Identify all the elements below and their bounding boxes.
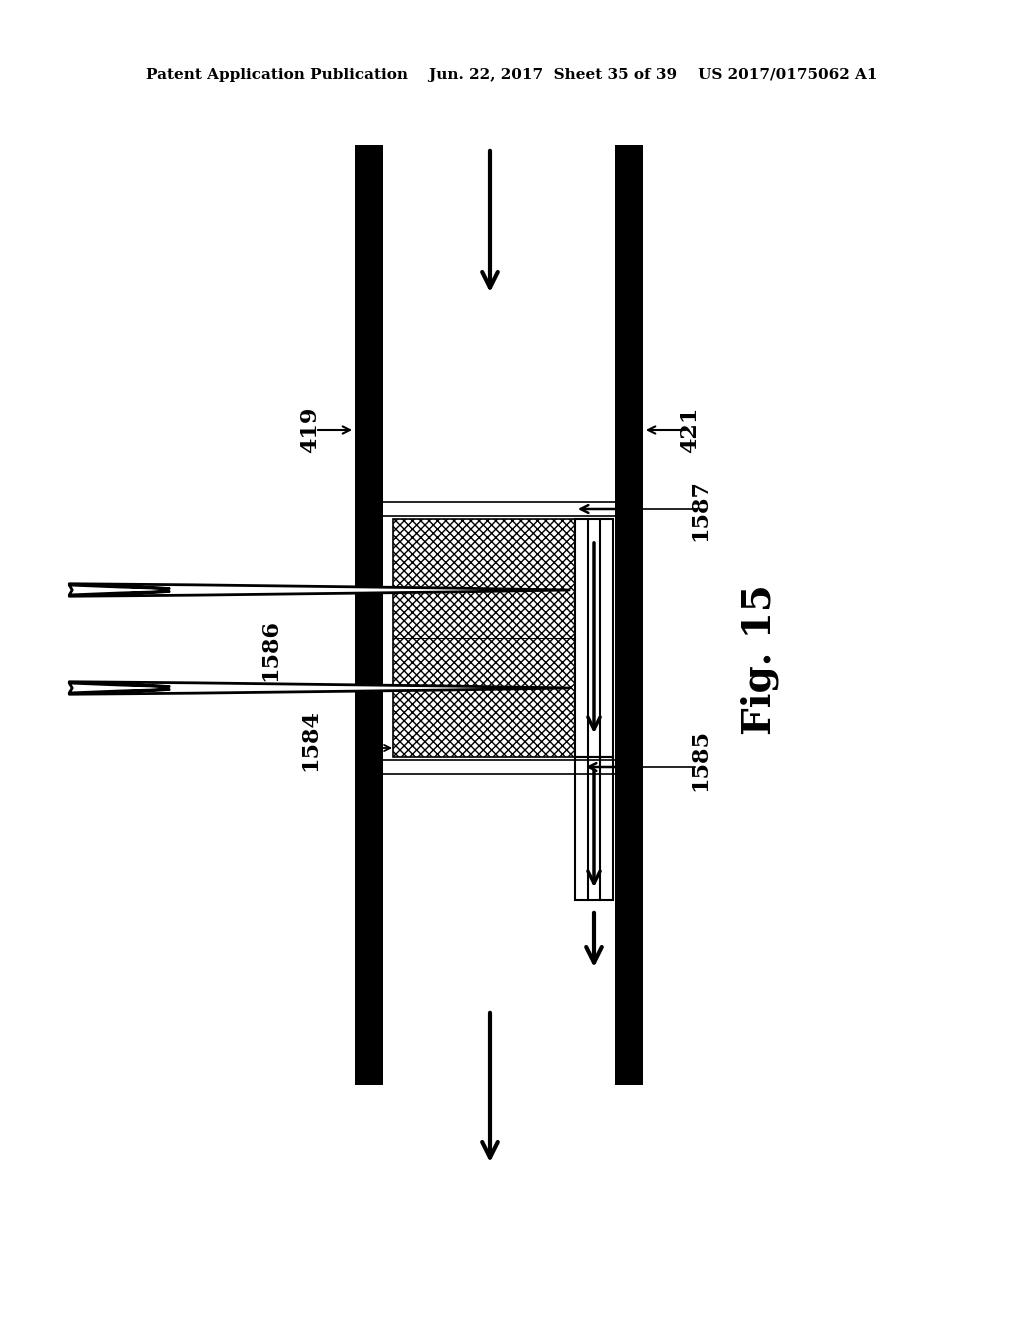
Bar (615, 145, 643, 1085)
Text: Patent Application Publication    Jun. 22, 2017  Sheet 35 of 39    US 2017/01750: Patent Application Publication Jun. 22, … (146, 69, 878, 82)
Text: 421: 421 (679, 407, 701, 453)
Text: 1587: 1587 (689, 479, 711, 541)
Bar (393, 519, 575, 756)
Text: 1584: 1584 (299, 709, 321, 771)
Bar (575, 756, 613, 900)
Text: 1586: 1586 (259, 619, 281, 681)
Bar (575, 519, 613, 756)
Text: 1585: 1585 (689, 729, 711, 791)
Bar (355, 145, 383, 1085)
Text: 419: 419 (299, 407, 321, 453)
Text: Fig. 15: Fig. 15 (740, 585, 779, 735)
